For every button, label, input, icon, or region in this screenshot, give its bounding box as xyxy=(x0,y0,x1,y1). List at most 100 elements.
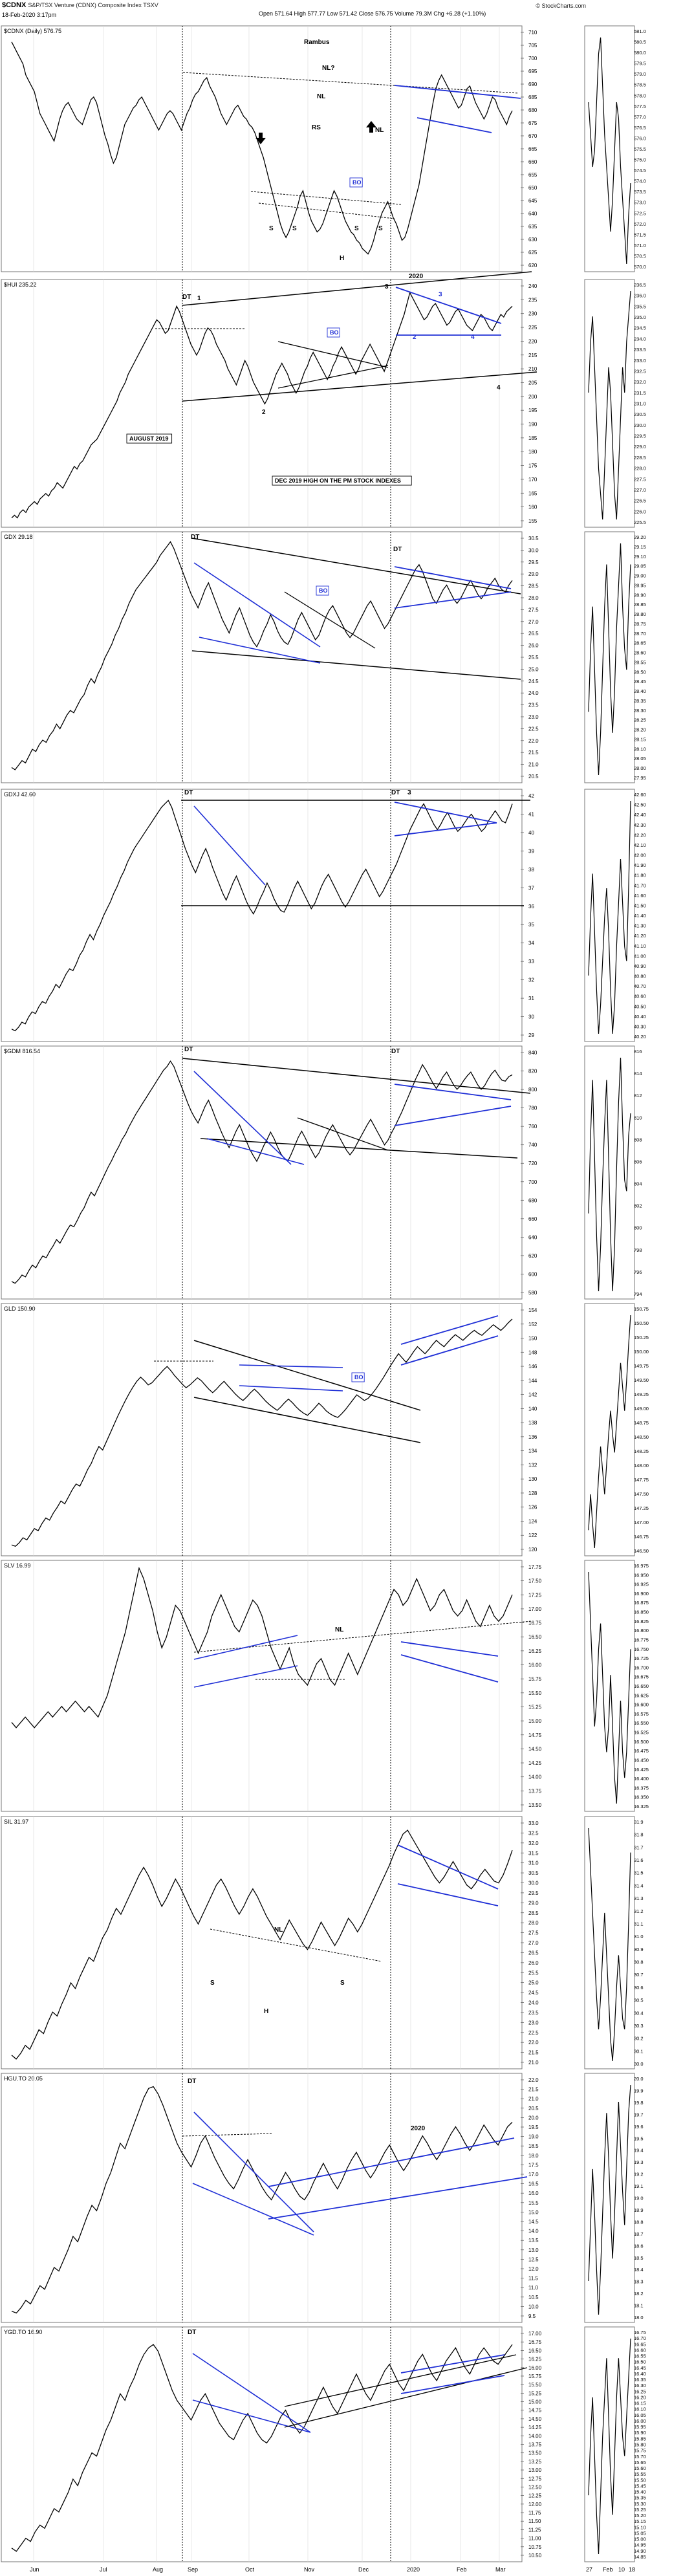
side-tick-label: 18.0 xyxy=(634,2315,644,2320)
y-tick-label: 680 xyxy=(528,1197,537,1203)
side-tick-label: 16.65 xyxy=(634,2341,646,2347)
annotation: DT xyxy=(391,789,400,796)
annotation: BO xyxy=(330,329,339,336)
annotation: DT xyxy=(188,2078,196,2085)
y-tick-label: 15.50 xyxy=(528,1690,542,1696)
side-tick-label: 29.00 xyxy=(634,573,646,579)
trendline xyxy=(268,2176,528,2220)
trendline xyxy=(193,1071,292,1165)
side-tick-label: 149.75 xyxy=(634,1363,649,1369)
y-tick-label: 620 xyxy=(528,1253,537,1259)
side-tick-label: 149.00 xyxy=(634,1406,649,1412)
side-tick-label: 15.15 xyxy=(634,2518,646,2524)
y-tick-label: 580 xyxy=(528,1290,537,1296)
side-tick-label: 229.0 xyxy=(634,444,646,450)
y-tick-label: 154 xyxy=(528,1307,537,1313)
side-tick-label: 41.40 xyxy=(634,913,646,919)
side-tick-label: 16.575 xyxy=(634,1711,649,1717)
side-tick-label: 808 xyxy=(634,1137,642,1142)
annotation: 3 xyxy=(407,789,411,796)
y-tick-label: 27.5 xyxy=(528,1930,539,1936)
chart-date: 18-Feb-2020 3:17pm xyxy=(2,12,57,18)
side-tick-label: 794 xyxy=(634,1291,642,1297)
panel-frame xyxy=(1,1560,523,1812)
down-arrow-icon xyxy=(255,133,266,144)
panel-frame xyxy=(1,789,523,1042)
side-tick-label: 233.0 xyxy=(634,358,646,364)
y-tick-label: 155 xyxy=(528,518,537,524)
side-tick-label: 146.75 xyxy=(634,1534,649,1540)
annotation: 4 xyxy=(471,334,475,341)
side-tick-label: 29.10 xyxy=(634,554,646,560)
side-tick-label: 28.45 xyxy=(634,679,646,684)
side-tick-label: 41.00 xyxy=(634,953,646,959)
y-tick-label: 14.75 xyxy=(528,1732,542,1738)
y-tick-label: 21.5 xyxy=(528,750,539,756)
side-tick-label: 18.2 xyxy=(634,2291,644,2297)
annotation: 2020 xyxy=(411,2125,426,2132)
side-price-line xyxy=(588,2084,631,2315)
annotation: BO xyxy=(354,1374,363,1381)
y-tick-label: 22.0 xyxy=(528,738,539,744)
y-tick-label: 10.75 xyxy=(528,2544,542,2550)
y-tick-label: 11.00 xyxy=(528,2536,541,2542)
side-tick-label: 30.6 xyxy=(634,1985,644,1991)
side-tick-label: 16.45 xyxy=(634,2365,646,2371)
annotation: Rambus xyxy=(304,39,330,46)
y-tick-label: 14.0 xyxy=(528,2229,539,2234)
trendline xyxy=(193,1621,532,1653)
side-tick-label: 148.50 xyxy=(634,1434,649,1440)
side-tick-label: 16.975 xyxy=(634,1563,649,1569)
y-tick-label: 15.00 xyxy=(528,1718,542,1724)
trendline xyxy=(277,341,389,368)
trendline xyxy=(182,271,532,306)
y-tick-label: 27.5 xyxy=(528,607,539,613)
y-tick-label: 19.0 xyxy=(528,2134,539,2140)
y-tick-label: 670 xyxy=(528,133,537,139)
side-price-line xyxy=(588,543,631,776)
side-price-line xyxy=(588,37,631,265)
side-tick-label: 579.5 xyxy=(634,61,646,67)
side-tick-label: 31.6 xyxy=(634,1857,644,1863)
panel-label: GLD 150.90 xyxy=(4,1305,36,1312)
panel-label: GDX 29.18 xyxy=(4,534,33,540)
side-tick-label: 572.0 xyxy=(634,221,646,227)
side-tick-label: 19.2 xyxy=(634,2172,644,2178)
side-tick-label: 18.9 xyxy=(634,2207,644,2213)
side-tick-label: 20.0 xyxy=(634,2076,644,2082)
annotation: AUGUST 2019 xyxy=(129,435,169,442)
y-tick-label: 15.25 xyxy=(528,2390,542,2396)
side-tick-label: 573.5 xyxy=(634,189,646,195)
y-tick-label: 710 xyxy=(528,30,537,36)
side-tick-label: 227.5 xyxy=(634,476,646,482)
panel-frame xyxy=(1,1816,523,2069)
annotation: NL? xyxy=(322,65,334,72)
side-tick-label: 15.25 xyxy=(634,2507,646,2513)
side-price-line xyxy=(588,290,631,520)
side-tick-label: 573.0 xyxy=(634,200,646,206)
side-tick-label: 30.5 xyxy=(634,1998,644,2003)
y-tick-label: 29.0 xyxy=(528,571,539,577)
y-tick-label: 144 xyxy=(528,1378,537,1384)
side-tick-label: 28.85 xyxy=(634,602,646,607)
y-tick-label: 17.75 xyxy=(528,1564,542,1570)
side-tick-label: 30.8 xyxy=(634,1959,644,1965)
annotation: S xyxy=(269,225,274,232)
y-tick-label: 140 xyxy=(528,1406,537,1412)
side-tick-label: 234.0 xyxy=(634,336,646,342)
side-tick-label: 40.30 xyxy=(634,1023,646,1029)
y-tick-label: 20.5 xyxy=(528,2106,539,2112)
y-tick-label: 120 xyxy=(528,1547,537,1553)
ohlc-readout: Open 571.64 High 577.77 Low 571.42 Close… xyxy=(259,10,486,17)
side-tick-label: 41.50 xyxy=(634,902,646,908)
trendline xyxy=(191,650,521,680)
y-tick-label: 16.5 xyxy=(528,2181,539,2187)
y-tick-label: 15.00 xyxy=(528,2399,542,2405)
annotation: 1 xyxy=(197,295,201,302)
y-tick-label: 29.0 xyxy=(528,1900,539,1906)
x-tick-label: 2020 xyxy=(407,2566,420,2573)
side-tick-label: 40.40 xyxy=(634,1014,646,1020)
side-tick-label: 19.3 xyxy=(634,2159,644,2165)
side-tick-label: 40.70 xyxy=(634,983,646,989)
side-tick-label: 31.5 xyxy=(634,1870,644,1876)
